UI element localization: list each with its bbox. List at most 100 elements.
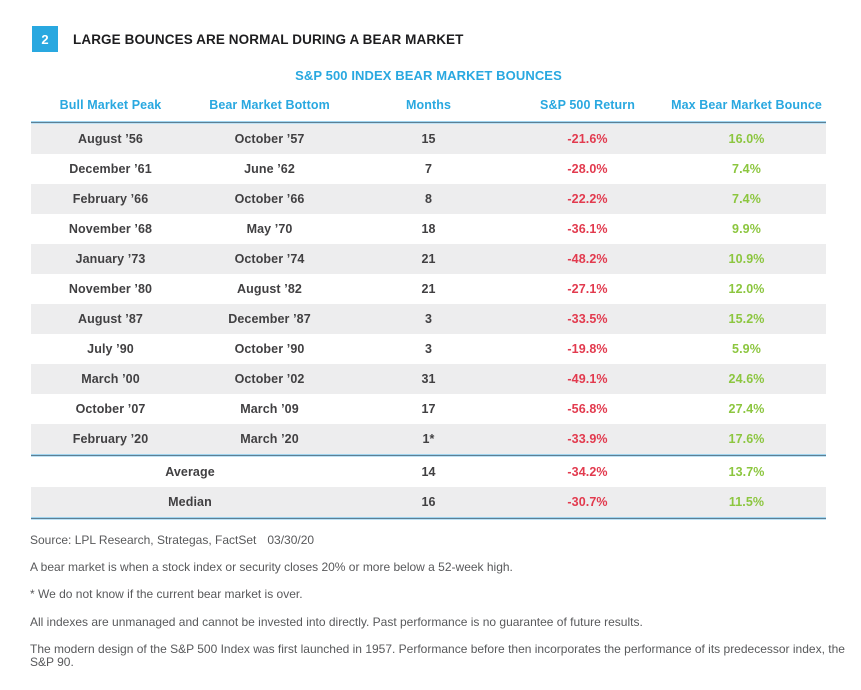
cell-summary-label: Average [165,465,215,479]
cell-months: 15 [349,124,508,154]
cell-months: 21 [421,282,436,296]
cell-max-bounce: 5.9% [732,342,761,356]
col-header-max-bounce: Max Bear Market Bounce [671,98,822,112]
cell-bear-market-bottom: March ’20 [190,424,349,454]
cell-max-bounce: 12.0% [728,282,765,296]
cell-bear-market-bottom: December ’87 [190,304,349,334]
cell-months: 31 [349,364,508,394]
table-row: December ’61 June ’62 7 -28.0% 7.4% [31,154,826,184]
cell-months: 16 [349,487,508,517]
cell-months: 17 [421,402,436,416]
cell-bear-market-bottom: August ’82 [237,282,302,296]
cell-sp500-return: -27.1% [567,282,608,296]
cell-max-bounce: 13.7% [728,465,765,479]
cell-bull-market-peak: November ’68 [68,222,153,236]
table-row: March ’00 October ’02 31 -49.1% 24.6% [31,364,826,394]
cell-months: 14 [421,465,436,479]
cell-sp500-return: -28.0% [567,162,608,176]
cell-max-bounce: 7.4% [667,184,826,214]
cell-months: 7 [424,162,433,176]
cell-bear-market-bottom: October ’02 [190,364,349,394]
table-row: November ’80 August ’82 21 -27.1% 12.0% [31,274,826,304]
summary-row: Average 14 -34.2% 13.7% [31,457,826,487]
figure: 2 LARGE BOUNCES ARE NORMAL DURING A BEAR… [0,26,861,669]
table-divider-line [31,121,826,124]
cell-max-bounce: 24.6% [667,364,826,394]
figure-number-badge: 2 [32,26,58,52]
cell-bull-market-peak: August ’56 [31,124,190,154]
cell-bull-market-peak: July ’90 [87,342,134,356]
cell-max-bounce: 7.4% [732,162,761,176]
col-header-sp500-return: S&P 500 Return [540,98,635,112]
cell-months: 3 [349,304,508,334]
cell-sp500-return: -21.6% [508,124,667,154]
cell-bull-market-peak: March ’00 [31,364,190,394]
cell-max-bounce: 11.5% [667,487,826,517]
table-row: November ’68 May ’70 18 -36.1% 9.9% [31,214,826,244]
footnote-bear-market-definition: A bear market is when a stock index or s… [30,560,513,575]
cell-bear-market-bottom: October ’74 [190,244,349,274]
cell-months: 18 [421,222,436,236]
table-divider-line [31,121,826,124]
footnote-disclosure: All indexes are unmanaged and cannot be … [30,614,643,629]
cell-bull-market-peak: February ’66 [31,184,190,214]
cell-bear-market-bottom: June ’62 [244,162,295,176]
table-row: February ’20 March ’20 1* -33.9% 17.6% [31,424,826,454]
cell-bull-market-peak: August ’87 [31,304,190,334]
table-divider-line [31,517,826,520]
cell-bear-market-bottom: October ’57 [190,124,349,154]
table-row: October ’07 March ’09 17 -56.8% 27.4% [31,394,826,424]
cell-bull-market-peak: February ’20 [31,424,190,454]
cell-sp500-return: -33.9% [508,424,667,454]
cell-sp500-return: -19.8% [567,342,608,356]
cell-sp500-return: -30.7% [508,487,667,517]
cell-bear-market-bottom: May ’70 [246,222,293,236]
cell-sp500-return: -36.1% [567,222,608,236]
cell-max-bounce: 27.4% [728,402,765,416]
table-row: August ’56 October ’57 15 -21.6% 16.0% [31,124,826,154]
cell-sp500-return: -56.8% [567,402,608,416]
source-text: Source: LPL Research, Strategas, FactSet [30,533,257,547]
cell-months: 21 [349,244,508,274]
footnote-asterisk: * We do not know if the current bear mar… [30,587,303,602]
cell-sp500-return: -49.1% [508,364,667,394]
figure-title: LARGE BOUNCES ARE NORMAL DURING A BEAR M… [73,31,464,47]
cell-months: 1* [349,424,508,454]
table-title: S&P 500 INDEX BEAR MARKET BOUNCES [295,68,562,83]
cell-months: 3 [424,342,433,356]
cell-max-bounce: 17.6% [667,424,826,454]
table-section: S&P 500 INDEX BEAR MARKET BOUNCES Bull M… [31,68,826,520]
summary-row: Median 16 -30.7% 11.5% [31,487,826,517]
figure-header: 2 LARGE BOUNCES ARE NORMAL DURING A BEAR… [32,26,861,52]
cell-bull-market-peak: November ’80 [68,282,153,296]
cell-max-bounce: 10.9% [667,244,826,274]
table-header-row: Bull Market Peak Bear Market Bottom Mont… [31,92,826,121]
cell-max-bounce: 16.0% [667,124,826,154]
table-divider-line [31,454,826,457]
cell-sp500-return: -33.5% [508,304,667,334]
cell-summary-label: Median [31,487,349,517]
col-header-months: Months [405,98,452,112]
source-line: Source: LPL Research, Strategas, FactSet… [30,533,861,547]
cell-max-bounce: 9.9% [732,222,761,236]
col-header-bear-market-bottom: Bear Market Bottom [209,98,330,112]
cell-sp500-return: -48.2% [508,244,667,274]
cell-bear-market-bottom: October ’90 [234,342,305,356]
cell-bear-market-bottom: March ’09 [240,402,299,416]
table-row: January ’73 October ’74 21 -48.2% 10.9% [31,244,826,274]
table-row: August ’87 December ’87 3 -33.5% 15.2% [31,304,826,334]
cell-max-bounce: 15.2% [667,304,826,334]
table-row: July ’90 October ’90 3 -19.8% 5.9% [31,334,826,364]
table-body: August ’56 October ’57 15 -21.6% 16.0% Decemb… [31,121,826,520]
footnotes: Source: LPL Research, Strategas, FactSet… [30,533,861,669]
col-header-bull-market-peak: Bull Market Peak [59,98,162,112]
cell-bull-market-peak: January ’73 [31,244,190,274]
table-row: February ’66 October ’66 8 -22.2% 7.4% [31,184,826,214]
table-header: Bull Market Peak Bear Market Bottom Mont… [31,92,826,121]
cell-bull-market-peak: December ’61 [69,162,152,176]
bear-market-bounces-table: Bull Market Peak Bear Market Bottom Mont… [31,92,826,520]
table-divider-line [31,454,826,457]
footnote-sp500-history: The modern design of the S&P 500 Index w… [30,641,845,669]
source-date: 03/30/20 [267,533,315,547]
cell-months: 8 [349,184,508,214]
